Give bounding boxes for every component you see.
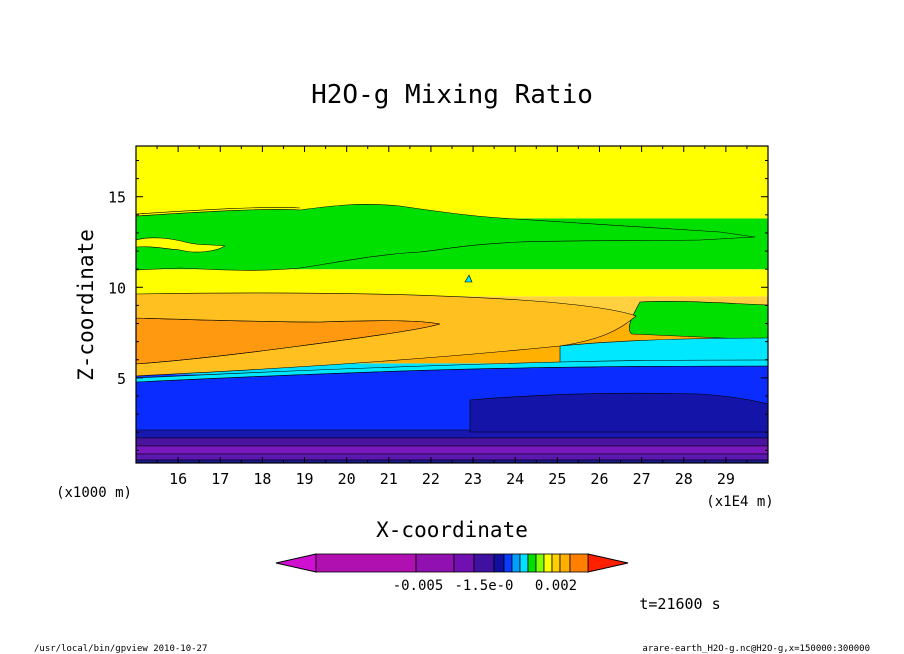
colorbar: -0.005 -1.5e-0 0.002	[275, 553, 629, 594]
green-band-top-edge	[136, 207, 301, 215]
colorbar-arrow-left	[275, 553, 317, 573]
contour-features	[136, 204, 768, 463]
y-axis-label: Z-coordinate	[74, 229, 98, 381]
light-orange-layer	[136, 292, 637, 377]
y-unit-label: (x1000 m)	[56, 485, 132, 501]
green-band-upper	[136, 204, 756, 271]
colorbar-swatch	[569, 553, 589, 573]
x-unit-label: (x1E4 m)	[706, 494, 773, 510]
x-tick-label: 16	[169, 470, 187, 488]
x-tick-label: 28	[675, 470, 693, 488]
colorbar-swatch	[503, 553, 513, 573]
x-tick-label: 20	[338, 470, 356, 488]
colorbar-swatch	[493, 553, 505, 573]
colorbar-swatch	[415, 553, 455, 573]
plot-area: 16 17 18 19 20 21 22 23 24 25 26 27 28 29 5 10 15	[108, 145, 769, 488]
colorbar-swatch	[473, 553, 495, 573]
cyan-thin	[136, 359, 768, 383]
band-11	[136, 146, 768, 219]
green-patch-right	[628, 301, 768, 341]
axis-ticks: 16 17 18 19 20 21 22 23 24 25 26 27 28 29 5 10 15	[108, 146, 768, 488]
x-tick-label: 18	[253, 470, 271, 488]
dark-blue-patch	[469, 392, 768, 433]
violet-band-2	[136, 445, 768, 455]
x-tick-label: 29	[717, 470, 735, 488]
x-tick-label: 17	[211, 470, 229, 488]
colorbar-tick-label: -0.005	[393, 578, 444, 594]
footer-left: /usr/local/bin/gpview 2010-10-27	[34, 644, 207, 654]
colorbar-swatch	[559, 553, 571, 573]
y-tick-label: 15	[108, 189, 126, 207]
colorbar-swatch	[551, 553, 561, 573]
x-tick-label: 22	[422, 470, 440, 488]
colorbar-tick-label: -1.5e-0	[454, 578, 513, 594]
footer-right: arare-earth_H2O-g.nc@H2O-g,x=150000:3000…	[642, 644, 870, 654]
colorbar-swatch	[511, 553, 521, 573]
time-label: t=21600 s	[639, 595, 720, 613]
x-tick-label: 21	[380, 470, 398, 488]
colorbar-swatch	[527, 553, 537, 573]
violet-band-3	[136, 453, 768, 461]
x-tick-label: 23	[464, 470, 482, 488]
colorbar-swatch	[315, 553, 417, 573]
x-tick-label: 27	[633, 470, 651, 488]
y-tick-label: 5	[117, 370, 126, 388]
chart-title: H2O-g Mixing Ratio	[311, 80, 593, 110]
colorbar-swatch	[519, 553, 529, 573]
band-9	[136, 269, 768, 297]
violet-band-1	[136, 437, 768, 447]
colorbar-swatch	[535, 553, 545, 573]
x-tick-label: 24	[506, 470, 524, 488]
x-axis-label: X-coordinate	[376, 518, 528, 542]
colorbar-swatch	[453, 553, 475, 573]
colorbar-arrow-right	[587, 553, 629, 573]
x-tick-label: 26	[590, 470, 608, 488]
small-patch	[464, 274, 473, 283]
x-tick-label: 19	[296, 470, 314, 488]
y-tick-label: 10	[108, 279, 126, 297]
x-tick-label: 25	[548, 470, 566, 488]
colorbar-swatch	[543, 553, 553, 573]
colorbar-tick-label: 0.002	[535, 578, 577, 594]
yellow-intrusion	[136, 237, 226, 253]
